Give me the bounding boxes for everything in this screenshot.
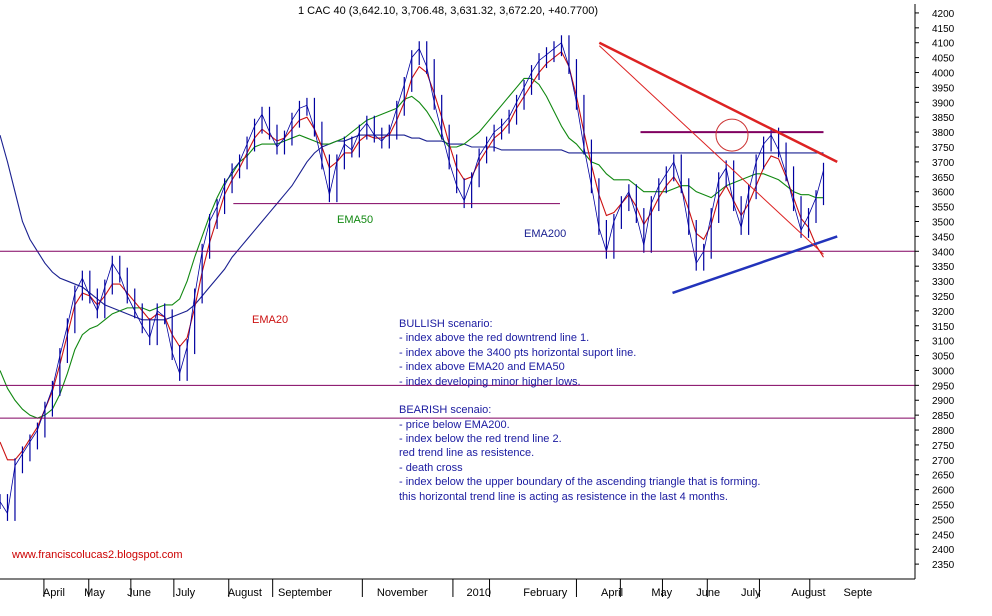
y-tick-label: 4000 (932, 69, 955, 80)
y-tick-label: 3400 (932, 247, 955, 258)
y-tick-label: 2900 (932, 396, 955, 407)
x-tick-label: June (696, 587, 720, 599)
x-tick-label: May (84, 587, 105, 599)
x-tick-label: September (278, 587, 332, 599)
y-tick-label: 3300 (932, 277, 955, 288)
y-tick-label: 2400 (932, 545, 955, 556)
chart-title: 1 CAC 40 (3,642.10, 3,706.48, 3,631.32, … (298, 5, 598, 17)
x-tick-label: June (127, 587, 151, 599)
y-tick-label: 2800 (932, 426, 955, 437)
y-tick-label: 2350 (932, 560, 955, 571)
y-tick-label: 3750 (932, 143, 955, 154)
x-tick-label: May (651, 587, 672, 599)
bullish-title: BULLISH scenario: (399, 318, 493, 330)
bullish-line-2: - index above the 3400 pts horizontal su… (399, 347, 636, 359)
x-tick-label: November (377, 587, 428, 599)
bullish-line-4: - index developing minor higher lows. (399, 376, 581, 388)
bearish-line-2: - index below the red trend line 2. (399, 433, 562, 445)
y-tick-label: 3600 (932, 188, 955, 199)
bearish-line-4: - death cross (399, 462, 463, 474)
bearish-line-3: red trend line as resistence. (399, 447, 534, 459)
y-tick-label: 2750 (932, 441, 955, 452)
ema200-label: EMA200 (524, 228, 566, 240)
y-tick-label: 4050 (932, 54, 955, 65)
x-tick-label: August (791, 587, 825, 599)
x-tick-label: February (523, 587, 568, 599)
y-tick-label: 3050 (932, 352, 955, 363)
y-tick-label: 3250 (932, 292, 955, 303)
y-tick-label: 3950 (932, 83, 955, 94)
y-tick-label: 3550 (932, 203, 955, 214)
y-tick-label: 2650 (932, 471, 955, 482)
bullish-line-1: - index above the red downtrend line 1. (399, 332, 589, 344)
x-tick-label: April (43, 587, 65, 599)
y-tick-label: 3150 (932, 322, 955, 333)
x-tick-label: 2010 (467, 587, 491, 599)
y-tick-label: 3450 (932, 232, 955, 243)
bearish-line-6: this horizontal trend line is acting as … (399, 491, 728, 503)
watermark: www.franciscolucas2.blogspot.com (11, 549, 183, 561)
y-tick-label: 3200 (932, 307, 955, 318)
x-tick-label: Septe (844, 587, 873, 599)
downtrend-line-2 (598, 45, 824, 255)
x-tick-label: April (601, 587, 623, 599)
bullish-line-3: - index above EMA20 and EMA50 (399, 361, 565, 373)
ema20-label: EMA20 (252, 314, 288, 326)
downtrend-line-1 (598, 41, 838, 164)
x-tick-label: July (741, 587, 761, 599)
y-tick-label: 3100 (932, 337, 955, 348)
y-tick-label: 4100 (932, 39, 955, 50)
x-tick-label: August (228, 587, 262, 599)
price-line (0, 42, 824, 515)
y-tick-label: 3650 (932, 173, 955, 184)
ema200-line (0, 134, 824, 321)
ascending-support-line (672, 235, 838, 295)
y-tick-label: 3700 (932, 158, 955, 169)
y-tick-label: 4200 (932, 9, 955, 20)
ema50-line (0, 77, 824, 419)
y-tick-label: 3850 (932, 113, 955, 124)
ema50-label: EMA50 (337, 214, 373, 226)
y-tick-label: 4150 (932, 24, 955, 35)
bearish-line-5: - index below the upper boundary of the … (399, 476, 760, 488)
death-cross-marker (715, 118, 749, 152)
y-tick-label: 3800 (932, 128, 955, 139)
y-tick-label: 2700 (932, 456, 955, 467)
y-tick-label: 2450 (932, 530, 955, 541)
y-tick-label: 3900 (932, 98, 955, 109)
y-tick-label: 2850 (932, 411, 955, 422)
bearish-title: BEARISH scenaio: (399, 404, 491, 416)
y-tick-label: 3000 (932, 366, 955, 377)
y-tick-label: 3350 (932, 262, 955, 273)
y-tick-label: 2600 (932, 486, 955, 497)
y-tick-label: 3500 (932, 217, 955, 228)
y-tick-label: 2500 (932, 515, 955, 526)
y-tick-label: 2550 (932, 501, 955, 512)
bearish-line-1: - price below EMA200. (399, 419, 510, 431)
y-tick-label: 2950 (932, 381, 955, 392)
x-tick-label: July (176, 587, 196, 599)
